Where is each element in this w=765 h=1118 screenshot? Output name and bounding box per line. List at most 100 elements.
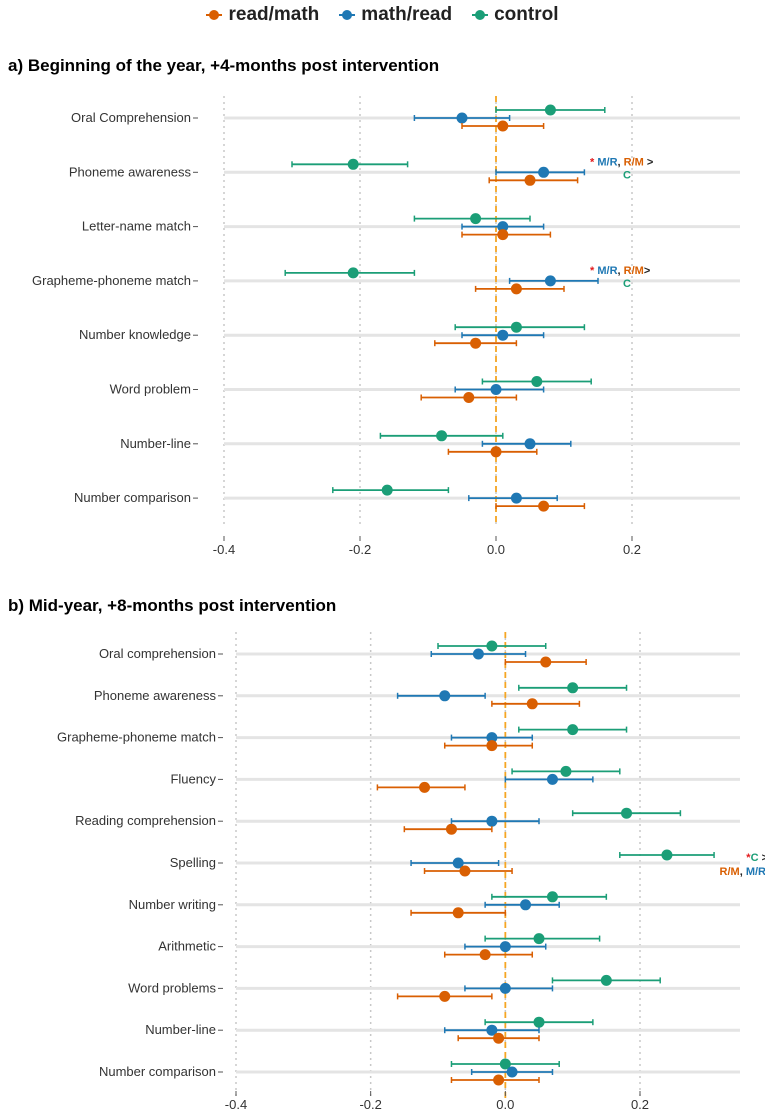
annotation-text: , <box>740 866 746 878</box>
category-label: Word problems <box>128 980 216 995</box>
data-point <box>544 104 556 116</box>
legend-item-read-math: read/math <box>206 4 319 26</box>
category-label: Number comparison <box>74 490 191 505</box>
data-point <box>661 849 673 861</box>
x-tick-label: 0.0 <box>496 1097 514 1112</box>
data-point <box>510 492 522 504</box>
annotation-text: R/M <box>624 156 644 168</box>
data-point <box>493 1032 505 1044</box>
data-point <box>560 765 572 777</box>
data-point <box>567 724 579 736</box>
annotation-text: C <box>751 852 759 864</box>
annotation-text: > <box>759 852 765 864</box>
data-point <box>546 891 558 903</box>
legend-item-math-read: math/read <box>339 4 452 26</box>
data-point <box>463 392 475 403</box>
data-point <box>524 438 536 450</box>
panel-b-chart: Oral comprehension Phoneme awareness Graph… <box>57 632 765 1112</box>
category-label: Fluency <box>170 771 216 786</box>
category-label: Oral comprehension <box>99 646 216 661</box>
data-point <box>506 1066 518 1078</box>
data-point <box>486 640 498 652</box>
data-point <box>497 221 509 233</box>
x-tick-label: 0.2 <box>631 1097 649 1112</box>
data-point <box>493 1074 505 1086</box>
data-point <box>486 1024 498 1036</box>
annotation-text: > <box>644 156 653 168</box>
category-label: Number comparison <box>99 1064 216 1079</box>
data-point <box>486 740 498 752</box>
category-label: Grapheme-phoneme match <box>32 273 191 288</box>
data-point <box>486 732 498 744</box>
data-point <box>490 384 502 395</box>
annotation-line: C <box>623 278 631 290</box>
data-point <box>452 907 464 919</box>
annotation-text: M/R <box>597 265 617 277</box>
data-point <box>459 865 471 877</box>
data-point <box>497 229 509 241</box>
category-label: Number knowledge <box>79 327 191 342</box>
annotation-line: R/M, M/R <box>720 866 765 878</box>
x-tick-label: -0.4 <box>213 542 235 557</box>
data-point <box>510 321 522 333</box>
data-point <box>470 213 482 225</box>
annotation-text: M/R <box>597 156 617 168</box>
significance-annotation: * M/R, R/M>C <box>590 265 650 290</box>
data-point <box>499 1058 511 1070</box>
annotation-text: C <box>623 278 631 290</box>
legend-label: math/read <box>361 4 453 25</box>
category-label: Phoneme awareness <box>69 164 192 179</box>
data-point <box>456 112 468 124</box>
significance-annotation: * M/R, R/M > C <box>590 156 653 181</box>
annotation-text: M/R <box>746 866 765 878</box>
annotation-text: * <box>590 156 597 168</box>
category-label: Number-line <box>145 1022 216 1037</box>
data-point <box>499 982 511 994</box>
data-point <box>499 941 511 953</box>
panel-a-chart: Oral Comprehension Phoneme awareness Lette… <box>32 96 740 557</box>
data-point <box>526 698 538 710</box>
category-label: Reading comprehension <box>75 813 216 828</box>
data-point <box>546 773 558 785</box>
data-point <box>479 949 491 961</box>
annotation-text: * <box>746 852 751 864</box>
legend-marker <box>472 9 489 21</box>
x-tick-label: -0.2 <box>349 542 371 557</box>
legend-item-control: control <box>472 4 559 26</box>
data-point <box>439 990 451 1002</box>
category-label: Oral Comprehension <box>71 110 191 125</box>
data-point <box>381 484 393 496</box>
data-point <box>486 815 498 827</box>
data-point <box>621 807 633 819</box>
data-point <box>524 174 536 186</box>
legend-marker <box>339 9 356 21</box>
data-point <box>510 283 522 295</box>
data-point <box>497 120 509 132</box>
annotation-text: R/M <box>720 866 740 878</box>
category-label: Number-line <box>120 436 191 451</box>
annotation-line: C <box>623 169 631 181</box>
data-point <box>472 648 484 660</box>
data-point <box>544 275 556 287</box>
data-point <box>445 823 457 835</box>
annotation-text: , <box>618 265 624 277</box>
annotation-line: * M/R, R/M> <box>590 265 650 277</box>
category-label: Spelling <box>170 855 216 870</box>
x-tick-label: 0.2 <box>623 542 641 557</box>
annotation-text: C <box>623 169 631 181</box>
data-point <box>533 933 545 945</box>
data-point <box>347 267 359 279</box>
annotation-line: *C > <box>746 852 765 864</box>
category-label: Letter-name match <box>82 219 191 234</box>
legend-label: read/math <box>228 4 320 25</box>
x-tick-label: -0.4 <box>225 1097 247 1112</box>
x-tick-label: -0.2 <box>359 1097 381 1112</box>
annotation-text: R/M <box>624 265 644 277</box>
data-point <box>490 446 502 458</box>
annotation-text: * <box>590 265 597 277</box>
annotation-text: , <box>618 156 624 168</box>
data-point <box>540 656 552 668</box>
data-point <box>533 1016 545 1028</box>
data-point <box>567 682 579 694</box>
data-point <box>470 337 482 349</box>
